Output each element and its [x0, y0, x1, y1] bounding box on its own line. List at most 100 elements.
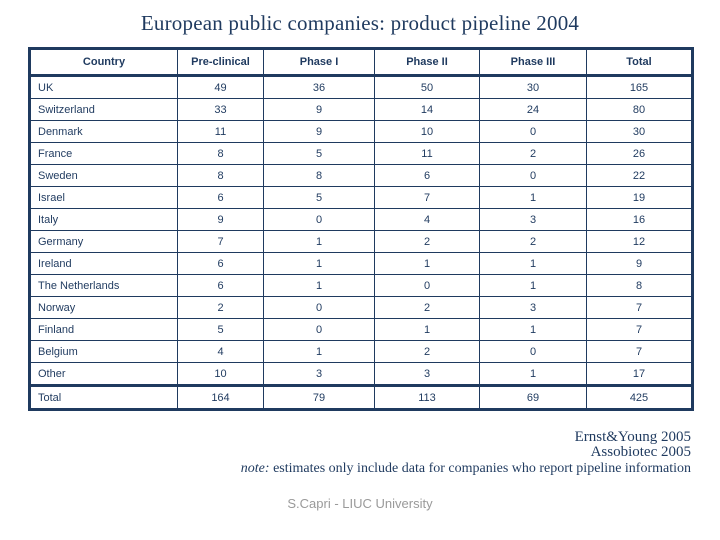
- value-cell: 7: [586, 296, 693, 319]
- country-cell: Total: [29, 384, 178, 410]
- country-cell: Italy: [29, 208, 178, 231]
- pipeline-table: Country Pre-clinical Phase I Phase II Ph…: [28, 47, 694, 411]
- value-cell: 1: [479, 252, 587, 275]
- country-cell: France: [29, 142, 178, 165]
- value-cell: 6: [177, 274, 264, 297]
- value-cell: 1: [263, 252, 375, 275]
- country-cell: Sweden: [29, 164, 178, 187]
- value-cell: 11: [177, 120, 264, 143]
- value-cell: 0: [479, 164, 587, 187]
- value-cell: 425: [586, 384, 693, 410]
- table-body: UK 49 36 50 30 165 Switzerland 33 9 14 24 80 Denmark…: [29, 75, 693, 410]
- country-cell: The Netherlands: [29, 274, 178, 297]
- table-row: Denmark 11 9 10 0 30: [29, 120, 693, 143]
- value-cell: 6: [177, 252, 264, 275]
- value-cell: 7: [374, 186, 480, 209]
- country-cell: UK: [29, 75, 178, 99]
- source-line-1: Ernst&Young 2005: [574, 429, 691, 445]
- value-cell: 1: [479, 186, 587, 209]
- value-cell: 1: [263, 230, 375, 253]
- value-cell: 33: [177, 98, 264, 121]
- value-cell: 1: [479, 318, 587, 341]
- header-cell-phase3: Phase III: [479, 48, 587, 77]
- author-credit: S.Capri - LIUC University: [287, 496, 433, 511]
- table-row: UK 49 36 50 30 165: [29, 75, 693, 99]
- table-row: Total 164 79 113 69 425: [29, 384, 693, 410]
- value-cell: 10: [177, 362, 264, 386]
- header-cell-phase1: Phase I: [263, 48, 375, 77]
- country-cell: Norway: [29, 296, 178, 319]
- value-cell: 5: [263, 186, 375, 209]
- value-cell: 12: [586, 230, 693, 253]
- table-header-row: Country Pre-clinical Phase I Phase II Ph…: [29, 48, 693, 77]
- country-cell: Israel: [29, 186, 178, 209]
- value-cell: 2: [374, 296, 480, 319]
- value-cell: 5: [263, 142, 375, 165]
- value-cell: 49: [177, 75, 264, 99]
- table-row: Norway 2 0 2 3 7: [29, 296, 693, 319]
- footnote-label: note:: [240, 461, 270, 476]
- value-cell: 9: [177, 208, 264, 231]
- table-row: Germany 7 1 2 2 12: [29, 230, 693, 253]
- value-cell: 2: [479, 230, 587, 253]
- source-line-2: Assobiotec 2005: [590, 444, 691, 460]
- value-cell: 16: [586, 208, 693, 231]
- value-cell: 50: [374, 75, 480, 99]
- header-cell-total: Total: [586, 48, 693, 77]
- footnote: note: estimates only include data for co…: [241, 461, 691, 477]
- value-cell: 1: [263, 340, 375, 363]
- table-row: France 8 5 11 2 26: [29, 142, 693, 165]
- value-cell: 69: [479, 384, 587, 410]
- header-cell-preclinical: Pre-clinical: [177, 48, 264, 77]
- value-cell: 14: [374, 98, 480, 121]
- value-cell: 1: [374, 318, 480, 341]
- country-cell: Finland: [29, 318, 178, 341]
- table-row: Other 10 3 3 1 17: [29, 362, 693, 386]
- table-row: Israel 6 5 7 1 19: [29, 186, 693, 209]
- value-cell: 30: [479, 75, 587, 99]
- value-cell: 0: [479, 340, 587, 363]
- value-cell: 7: [586, 340, 693, 363]
- value-cell: 1: [374, 252, 480, 275]
- value-cell: 8: [177, 142, 264, 165]
- value-cell: 6: [177, 186, 264, 209]
- country-cell: Ireland: [29, 252, 178, 275]
- value-cell: 2: [177, 296, 264, 319]
- value-cell: 8: [177, 164, 264, 187]
- value-cell: 0: [263, 208, 375, 231]
- value-cell: 80: [586, 98, 693, 121]
- value-cell: 3: [263, 362, 375, 386]
- value-cell: 165: [586, 75, 693, 99]
- value-cell: 24: [479, 98, 587, 121]
- value-cell: 7: [586, 318, 693, 341]
- table-row: Belgium 4 1 2 0 7: [29, 340, 693, 363]
- value-cell: 2: [479, 142, 587, 165]
- value-cell: 2: [374, 230, 480, 253]
- value-cell: 7: [177, 230, 264, 253]
- value-cell: 0: [263, 296, 375, 319]
- value-cell: 1: [263, 274, 375, 297]
- footnote-text: estimates only include data for companie…: [269, 461, 691, 476]
- value-cell: 3: [374, 362, 480, 386]
- value-cell: 19: [586, 186, 693, 209]
- value-cell: 0: [479, 120, 587, 143]
- table-row: Italy 9 0 4 3 16: [29, 208, 693, 231]
- country-cell: Germany: [29, 230, 178, 253]
- value-cell: 4: [177, 340, 264, 363]
- table-row: Switzerland 33 9 14 24 80: [29, 98, 693, 121]
- country-cell: Denmark: [29, 120, 178, 143]
- value-cell: 0: [263, 318, 375, 341]
- value-cell: 9: [263, 120, 375, 143]
- value-cell: 4: [374, 208, 480, 231]
- value-cell: 0: [374, 274, 480, 297]
- value-cell: 3: [479, 208, 587, 231]
- country-cell: Switzerland: [29, 98, 178, 121]
- value-cell: 17: [586, 362, 693, 386]
- value-cell: 8: [586, 274, 693, 297]
- value-cell: 11: [374, 142, 480, 165]
- value-cell: 2: [374, 340, 480, 363]
- header-cell-country: Country: [29, 48, 178, 77]
- value-cell: 30: [586, 120, 693, 143]
- value-cell: 26: [586, 142, 693, 165]
